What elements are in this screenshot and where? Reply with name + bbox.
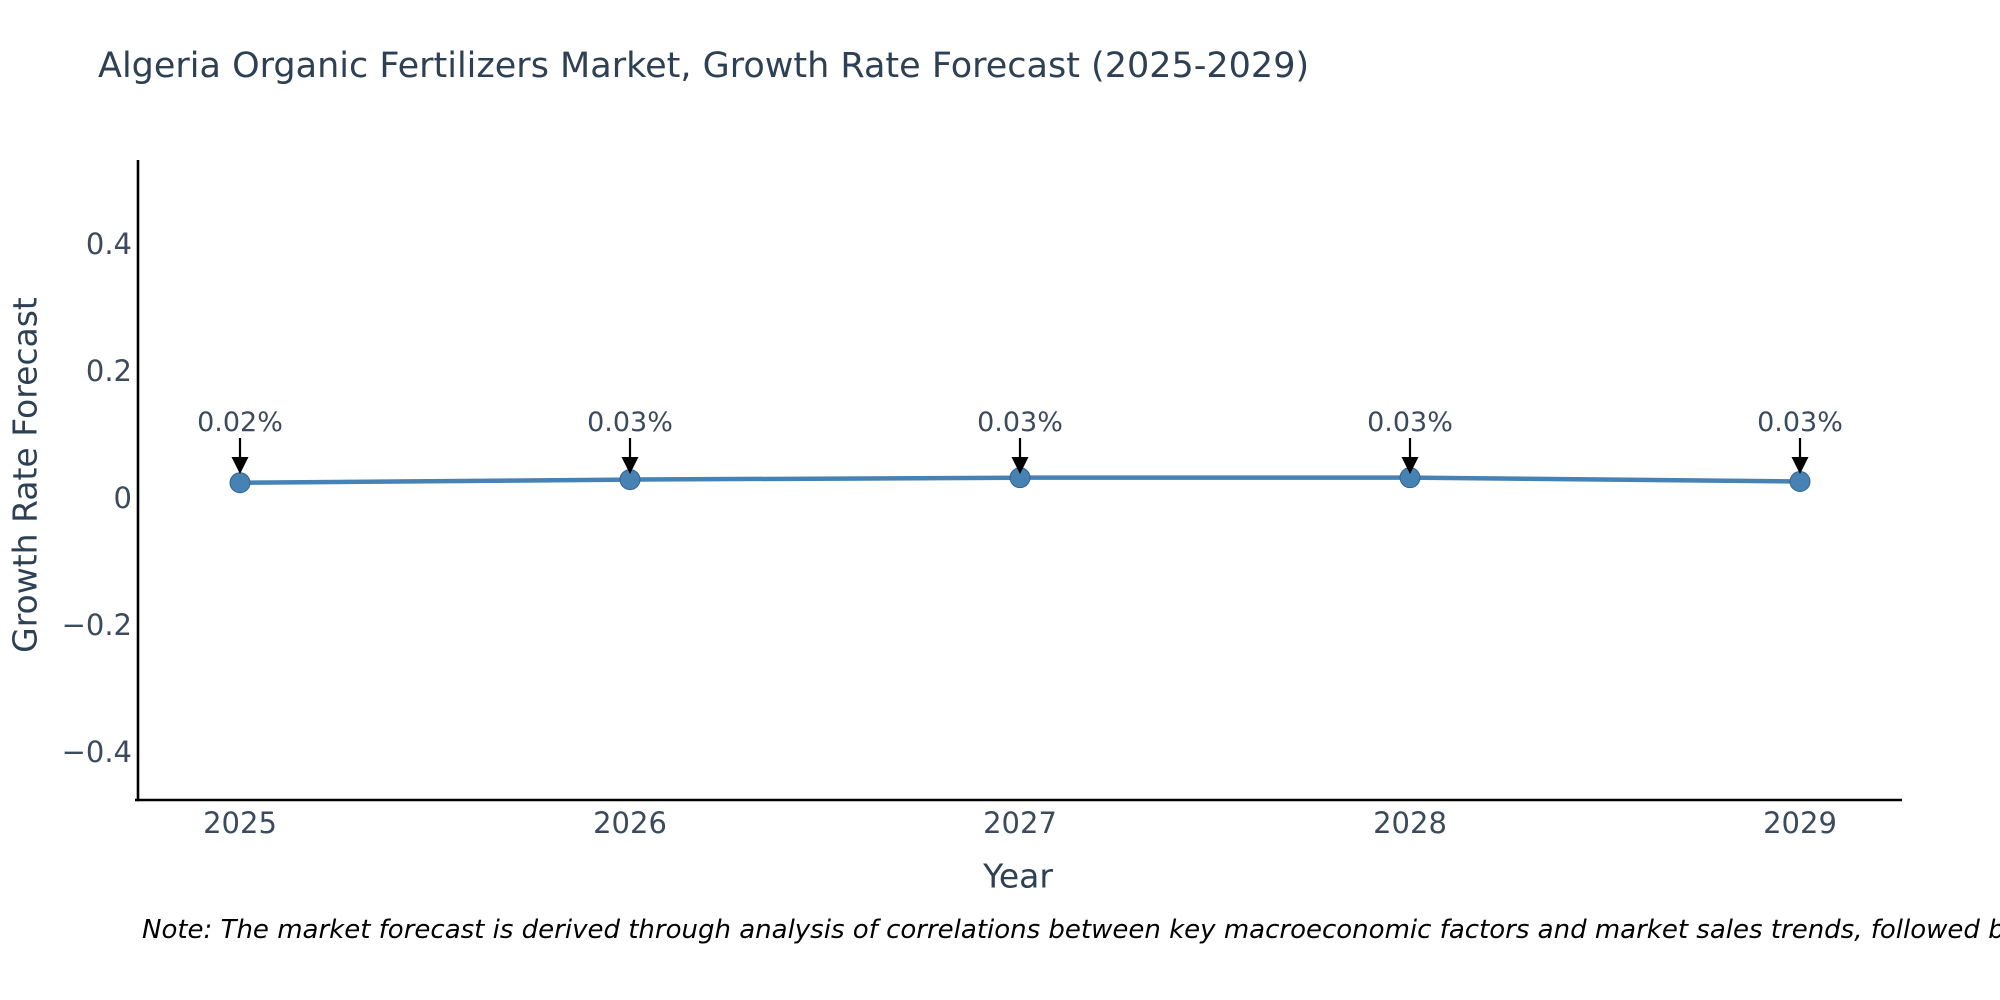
y-tick-label: 0	[114, 481, 132, 515]
y-axis-title: Growth Rate Forecast	[5, 297, 45, 653]
annotation-label: 0.03%	[587, 407, 673, 438]
y-tick-label: 0.2	[86, 354, 132, 388]
y-tick-label: −0.4	[62, 735, 132, 769]
annotation-arrowhead	[621, 457, 639, 474]
annotation-label: 0.02%	[197, 407, 283, 438]
x-tick-label: 2028	[1373, 806, 1447, 840]
annotation-arrowhead	[1401, 457, 1419, 474]
x-tick-label: 2027	[983, 806, 1057, 840]
y-tick-label: −0.2	[62, 608, 132, 642]
annotation-label: 0.03%	[1757, 407, 1843, 438]
y-tick-label: 0.4	[86, 227, 132, 261]
annotation-label: 0.03%	[1367, 407, 1453, 438]
x-axis-title: Year	[983, 856, 1053, 896]
x-tick-label: 2029	[1763, 806, 1837, 840]
annotation-arrowhead	[1791, 457, 1809, 474]
x-tick-label: 2026	[593, 806, 667, 840]
x-tick-label: 2025	[203, 806, 277, 840]
annotation-arrowhead	[231, 457, 249, 474]
annotation-arrowhead	[1011, 457, 1029, 474]
chart-title: Algeria Organic Fertilizers Market, Grow…	[98, 46, 1310, 86]
annotation-label: 0.03%	[977, 407, 1063, 438]
data-point-marker	[1789, 470, 1811, 492]
data-point-marker	[229, 472, 251, 494]
footnote: Note: The market forecast is derived thr…	[142, 915, 2000, 945]
